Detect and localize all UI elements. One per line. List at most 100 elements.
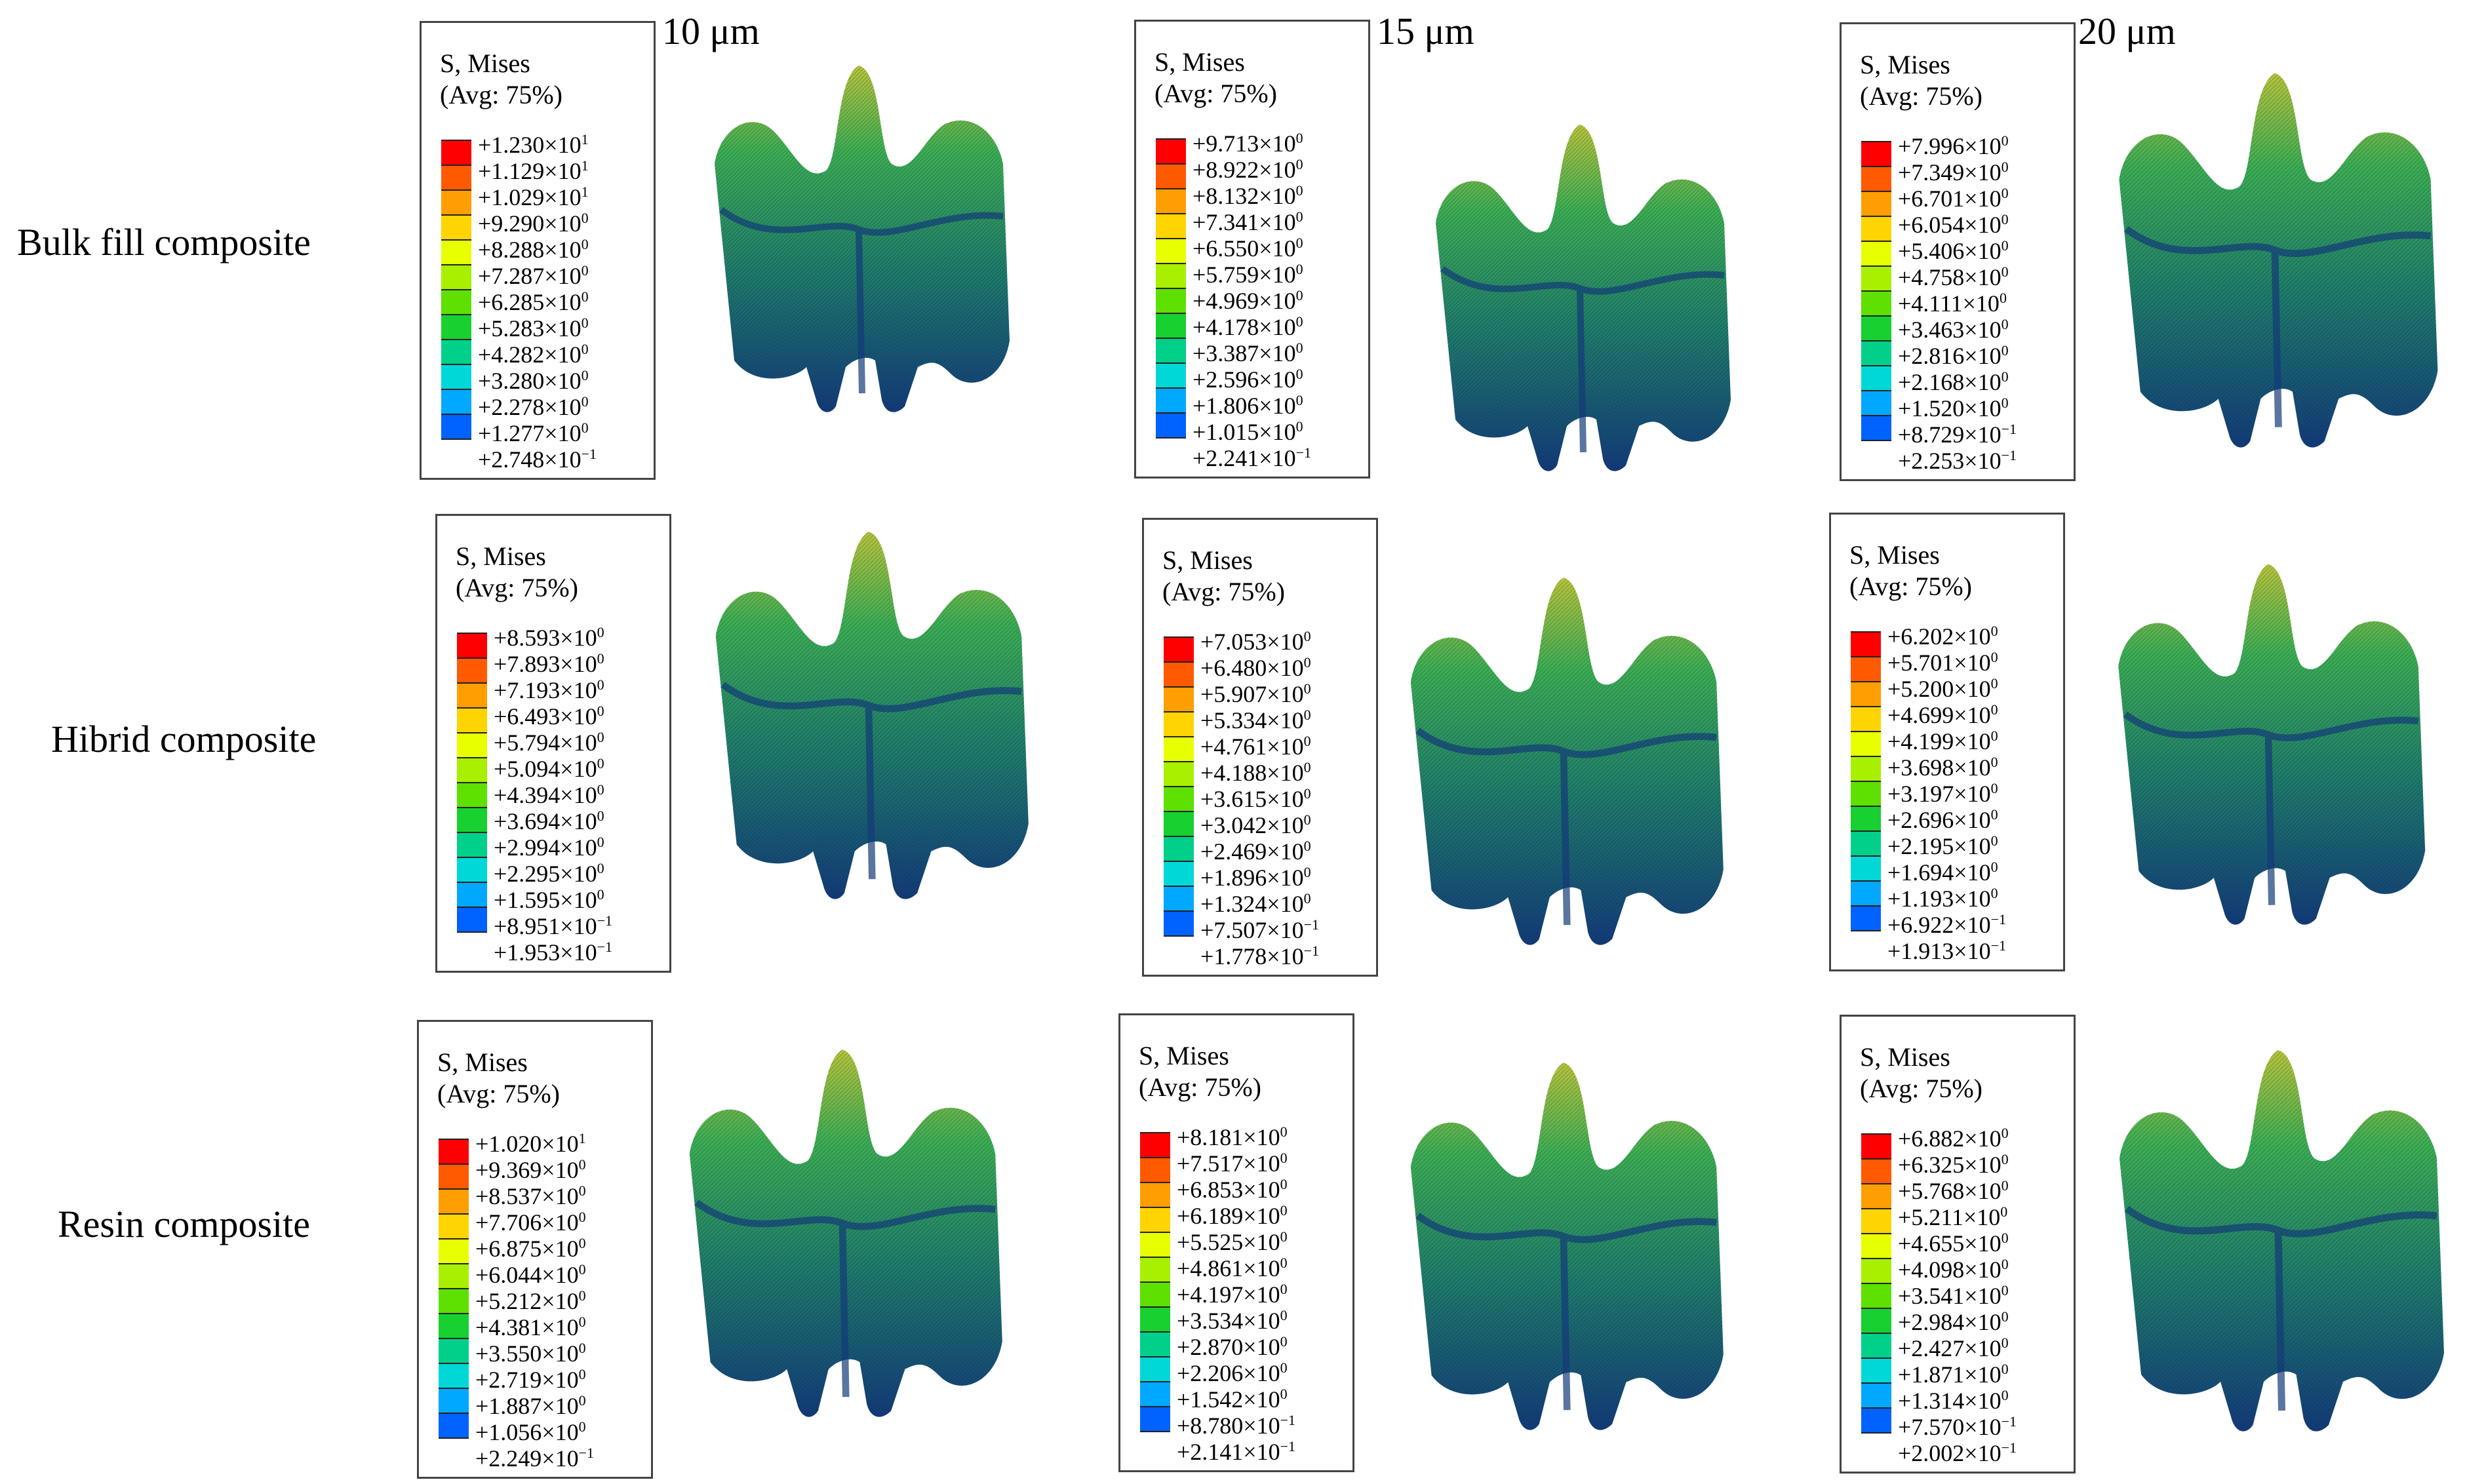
- legend-value: +2.469×100: [1200, 834, 1311, 863]
- legend-value-mantissa: +5.794×10: [494, 730, 597, 756]
- legend-value-exponent: 0: [1990, 806, 1998, 823]
- legend-value: +7.341×100: [1193, 205, 1303, 234]
- color-band: [457, 833, 487, 858]
- color-scale-bar: [1156, 138, 1186, 439]
- legend-value-mantissa: +2.870×10: [1177, 1334, 1280, 1360]
- legend-value-exponent: 0: [1280, 1255, 1288, 1271]
- legend-value-mantissa: +6.701×10: [1898, 186, 2002, 212]
- legend-value: +5.200×100: [1887, 672, 1998, 701]
- legend-value: +6.054×100: [1898, 208, 2009, 237]
- stress-legend-hibrid-10: S, Mises (Avg: 75%) +8.593×100 +7.893×100 +7…: [435, 514, 671, 973]
- legend-value-mantissa: +2.002×10: [1898, 1440, 2002, 1466]
- legend-value-exponent: 0: [2001, 316, 2009, 332]
- legend-value: +7.517×100: [1177, 1146, 1288, 1175]
- legend-value-mantissa: +4.761×10: [1200, 733, 1304, 760]
- color-band: [441, 141, 471, 166]
- legend-value-mantissa: +7.706×10: [475, 1209, 579, 1236]
- legend-value: +2.002×10−1: [1898, 1436, 2017, 1465]
- color-band: [1851, 807, 1881, 832]
- legend-value-mantissa: +1.595×10: [494, 887, 597, 913]
- legend-value-mantissa: +3.541×10: [1898, 1283, 2002, 1309]
- legend-value-exponent: 0: [1990, 859, 1998, 875]
- legend-value: +1.029×101: [478, 180, 589, 209]
- legend-value-exponent: 0: [578, 1235, 586, 1251]
- legend-value: +6.701×100: [1898, 182, 2009, 210]
- color-band: [1140, 1208, 1170, 1233]
- legend-value-exponent: 0: [581, 210, 589, 226]
- legend-value: +7.193×100: [494, 673, 604, 702]
- legend-value-exponent: 0: [578, 1182, 586, 1199]
- color-band: [1156, 239, 1186, 264]
- tooth-groove: [1415, 1213, 1717, 1411]
- legend-value-mantissa: +4.098×10: [1898, 1257, 2002, 1283]
- legend-value: +9.369×100: [475, 1153, 586, 1182]
- legend-value-exponent: 0: [597, 676, 604, 693]
- legend-value-exponent: 0: [1303, 680, 1311, 697]
- legend-averaging: (Avg: 75%): [1139, 1072, 1261, 1102]
- color-band: [1140, 1283, 1170, 1308]
- legend-value: +3.042×100: [1200, 808, 1311, 837]
- legend-value-exponent: 0: [1990, 701, 1998, 718]
- legend-value-exponent: 0: [2001, 1177, 2009, 1194]
- color-band: [1851, 682, 1881, 707]
- color-band: [457, 733, 487, 758]
- legend-value-mantissa: +2.748×10: [478, 446, 582, 473]
- tooth-groove: [719, 206, 1004, 394]
- tooth-groove: [1440, 265, 1725, 453]
- legend-value: +3.615×100: [1200, 782, 1311, 811]
- legend-value: +4.178×100: [1193, 310, 1303, 339]
- color-scale-bar: [441, 140, 471, 440]
- color-band: [1140, 1233, 1170, 1258]
- legend-value-exponent: 0: [2001, 132, 2009, 149]
- tooth-model-hibrid-15: [1390, 564, 1737, 953]
- legend-value-exponent: 1: [578, 1130, 586, 1146]
- legend-value-exponent: 0: [1303, 628, 1311, 644]
- legend-value-mantissa: +2.984×10: [1898, 1309, 2002, 1335]
- legend-value: +2.253×10−1: [1898, 444, 2017, 473]
- legend-value: +2.719×100: [475, 1363, 586, 1392]
- color-band: [1851, 832, 1881, 857]
- legend-value: +4.199×100: [1887, 724, 1998, 753]
- color-band: [439, 1264, 469, 1289]
- legend-value-exponent: 0: [1295, 235, 1303, 251]
- color-band: [1164, 688, 1194, 713]
- legend-value-exponent: 0: [1990, 832, 1998, 849]
- stress-legend-hibrid-20: S, Mises (Avg: 75%) +6.202×100 +5.701×100 +5…: [1829, 513, 2065, 971]
- legend-value: +3.197×100: [1887, 777, 1998, 806]
- legend-value-exponent: −1: [2001, 1413, 2017, 1430]
- legend-value-mantissa: +7.570×10: [1898, 1414, 2002, 1440]
- color-band: [1851, 707, 1881, 732]
- legend-value: +5.211×100: [1898, 1200, 2007, 1229]
- color-band: [1851, 633, 1881, 657]
- color-band: [1861, 1135, 1891, 1160]
- legend-value: +5.759×100: [1193, 258, 1303, 286]
- legend-value-mantissa: +1.953×10: [494, 939, 597, 966]
- legend-value-exponent: 0: [2001, 1361, 2009, 1377]
- legend-value-mantissa: +4.394×10: [494, 782, 597, 808]
- color-band: [1861, 217, 1891, 242]
- legend-value-exponent: 0: [1280, 1202, 1288, 1219]
- legend-value-exponent: 0: [1280, 1228, 1288, 1245]
- legend-value-mantissa: +2.141×10: [1177, 1439, 1280, 1465]
- legend-value-mantissa: +1.542×10: [1177, 1386, 1280, 1413]
- legend-value-mantissa: +5.200×10: [1887, 676, 1991, 702]
- legend-value-exponent: 0: [1990, 675, 1998, 692]
- color-band: [1156, 339, 1186, 364]
- tooth-model-resin-20: [2098, 1036, 2458, 1439]
- legend-value-exponent: 0: [1990, 623, 1998, 639]
- legend-value-exponent: 0: [1295, 287, 1303, 303]
- legend-value: +2.195×100: [1887, 829, 1998, 858]
- legend-value-exponent: 0: [1295, 208, 1303, 225]
- legend-value-mantissa: +2.249×10: [475, 1445, 579, 1472]
- color-band: [1156, 364, 1186, 389]
- legend-value-mantissa: +7.341×10: [1193, 209, 1296, 235]
- legend-value-mantissa: +5.701×10: [1887, 650, 1991, 676]
- legend-value-exponent: 0: [597, 650, 604, 667]
- legend-value: +5.212×100: [475, 1284, 586, 1313]
- legend-value-mantissa: +1.129×10: [478, 158, 582, 184]
- legend-value-exponent: 0: [2001, 159, 2009, 175]
- legend-value: +2.816×100: [1898, 339, 2009, 368]
- legend-value: +5.907×100: [1200, 677, 1311, 706]
- legend-value-mantissa: +6.044×10: [475, 1262, 579, 1288]
- legend-value-mantissa: +5.094×10: [494, 756, 597, 782]
